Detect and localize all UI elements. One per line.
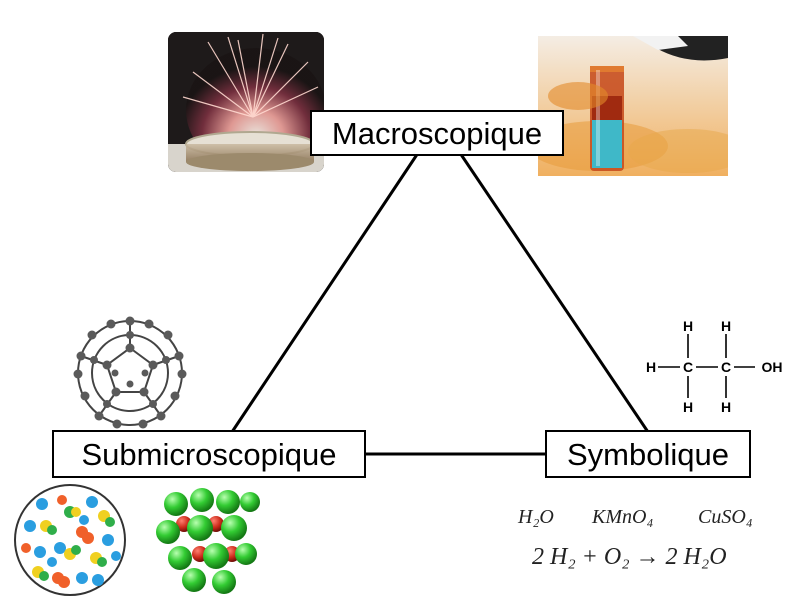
formula-potassium-permanganate: KMnO₄	[592, 506, 654, 528]
h-atom-bottom-2: H	[721, 399, 731, 415]
edge-macro-submicro	[230, 149, 422, 433]
test-tube-photo	[538, 36, 728, 176]
h-atom-bottom-1: H	[683, 399, 693, 415]
reaction-equation: 2 H₂ + O₂ → 2 H₂O	[532, 544, 727, 570]
c-atom-1: C	[683, 359, 693, 375]
fullerene-molecule	[73, 316, 187, 429]
sparks-reaction-photo	[168, 32, 324, 172]
test-tube-image	[538, 36, 728, 176]
symbolic-label: Symbolique	[545, 430, 751, 478]
ethanol-structural-formula: H H H C C OH H H	[646, 318, 783, 415]
crystal-lattice-model	[156, 488, 260, 594]
h-atom-top-1: H	[683, 318, 693, 334]
macroscopic-label: Macroscopique	[310, 110, 564, 156]
edge-macro-symbolic	[456, 149, 650, 433]
h-atom-left: H	[646, 359, 656, 375]
particle-mixture-diagram	[14, 484, 126, 596]
c-atom-2: C	[721, 359, 731, 375]
submicroscopic-label: Submicroscopique	[52, 430, 366, 478]
formula-copper-sulfate: CuSO₄	[698, 506, 753, 528]
h-atom-top-2: H	[721, 318, 731, 334]
formula-water: H₂O	[518, 506, 554, 528]
sparks-reaction-image	[168, 32, 324, 172]
oh-group: OH	[762, 359, 783, 375]
